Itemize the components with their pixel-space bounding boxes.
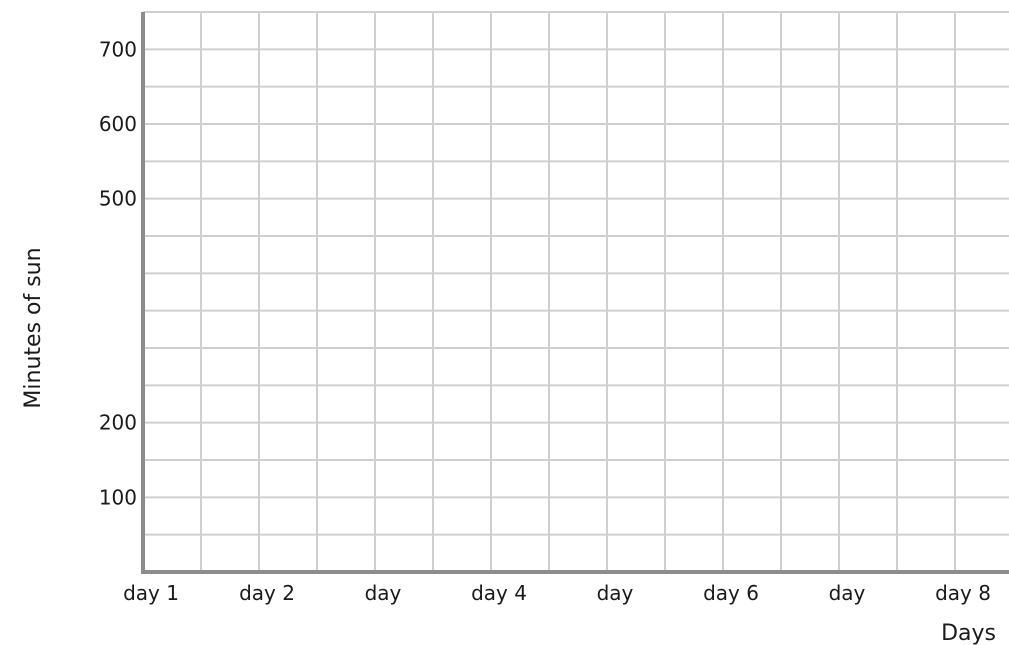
x-tick-label: day <box>365 581 402 605</box>
grid <box>143 11 1009 572</box>
y-tick-label: 100 <box>99 485 137 509</box>
x-tick-label: day 2 <box>239 581 295 605</box>
x-axis-label: Days <box>941 621 996 645</box>
y-tick-label: 200 <box>99 411 137 435</box>
x-tick-labels: day 1 day 2 day day 4 day day 6 day day 8 <box>123 581 991 605</box>
x-tick-label: day 6 <box>703 581 759 605</box>
x-tick-label: day 4 <box>471 581 527 605</box>
y-tick-labels: 100 200 500 600 700 <box>99 37 137 509</box>
x-tick-label: day <box>597 581 634 605</box>
x-tick-label: day 1 <box>123 581 179 605</box>
y-tick-label: 500 <box>99 187 137 211</box>
axes <box>141 12 1009 574</box>
y-axis-label: Minutes of sun <box>21 247 46 408</box>
x-tick-label: day <box>829 581 866 605</box>
x-tick-label: day 8 <box>935 581 991 605</box>
y-tick-label: 600 <box>99 112 137 136</box>
y-tick-label: 700 <box>99 37 137 61</box>
